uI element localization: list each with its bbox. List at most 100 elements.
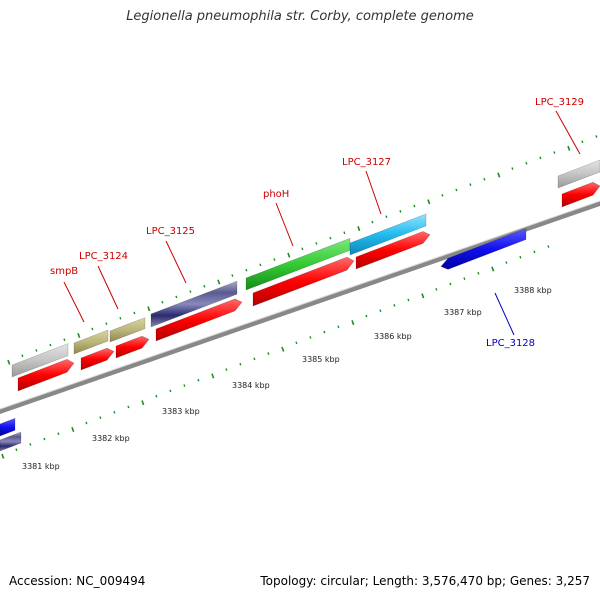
lower-tick xyxy=(71,426,75,433)
lower-tick xyxy=(365,314,368,318)
upper-tick xyxy=(427,199,431,205)
upper-tick xyxy=(231,274,234,277)
cds-forward xyxy=(561,181,600,208)
lower-tick xyxy=(15,448,18,452)
lower-tick xyxy=(449,282,452,286)
lower-tick xyxy=(113,410,116,414)
kbp-label: 3383 kbp xyxy=(162,407,200,416)
lower-tick xyxy=(505,261,508,264)
upper-tick xyxy=(371,220,374,224)
feature-olive-LPC3124 xyxy=(109,317,146,343)
upper-tick xyxy=(455,188,458,192)
upper-tick xyxy=(217,279,221,285)
lower-tick xyxy=(435,287,438,291)
upper-tick xyxy=(301,247,304,251)
lower-tick xyxy=(29,443,32,446)
accession-text: Accession: NC_009494 xyxy=(9,574,146,588)
kbp-label: 3386 kbp xyxy=(374,332,412,341)
feature-gray-left xyxy=(11,343,69,378)
upper-tick xyxy=(7,359,11,365)
upper-tick xyxy=(91,327,94,331)
upper-tick xyxy=(567,145,571,151)
lower-tick xyxy=(533,250,536,254)
cds-reverse-edge xyxy=(0,417,16,437)
backbone-line xyxy=(0,201,600,414)
lower-tick xyxy=(99,416,102,420)
gene-leader-line xyxy=(63,281,85,323)
lower-tick xyxy=(43,437,46,441)
cds-forward xyxy=(17,358,75,392)
genome-stats-text: Topology: circular; Length: 3,576,470 bp… xyxy=(260,574,590,588)
feature-olive-smpB xyxy=(73,329,109,355)
lower-tick xyxy=(225,368,228,371)
upper-tick xyxy=(147,306,151,312)
lower-tick xyxy=(1,453,5,459)
lower-tick xyxy=(519,255,522,259)
upper-tick xyxy=(553,151,556,154)
upper-tick xyxy=(203,284,206,288)
upper-tick xyxy=(315,242,318,245)
upper-tick xyxy=(441,193,444,197)
upper-tick xyxy=(133,311,136,315)
upper-tick xyxy=(175,295,178,299)
cds-forward xyxy=(355,231,431,270)
upper-tick xyxy=(77,332,81,339)
gene-leader-line xyxy=(555,110,581,155)
upper-tick xyxy=(189,290,192,293)
lower-tick xyxy=(547,245,550,248)
upper-tick xyxy=(357,226,361,232)
gene-leader-line xyxy=(494,292,515,336)
lower-tick xyxy=(141,400,145,406)
upper-tick xyxy=(581,140,584,144)
lower-tick xyxy=(211,373,215,379)
lower-tick xyxy=(281,346,285,352)
upper-tick xyxy=(469,183,472,186)
lower-tick xyxy=(351,320,355,326)
lower-tick xyxy=(407,298,410,302)
feature-striped-LPC3125 xyxy=(150,280,238,328)
lower-tick xyxy=(127,405,130,409)
lower-tick xyxy=(267,352,270,355)
gene-label: LPC_3128 xyxy=(486,338,535,349)
lower-tick xyxy=(491,266,495,272)
gene-label: LPC_3125 xyxy=(146,226,195,237)
lower-tick xyxy=(323,330,326,334)
gene-label: phoH xyxy=(263,189,289,200)
upper-tick xyxy=(511,167,514,170)
map-content: 3381 kbp 3382 kbp 3383 kbp 3384 kbp 3385 kbp… xyxy=(0,97,600,471)
feature-striped-edge xyxy=(0,431,22,452)
lower-tick xyxy=(85,421,88,425)
upper-tick xyxy=(595,135,598,138)
gene-label: LPC_3127 xyxy=(342,157,391,168)
upper-tick xyxy=(259,263,262,267)
feature-gray-right xyxy=(557,159,600,189)
upper-tick xyxy=(63,338,66,342)
kbp-label: 3388 kbp xyxy=(514,286,552,295)
upper-tick xyxy=(399,210,402,213)
upper-tick xyxy=(483,177,486,181)
lower-tick xyxy=(239,362,242,366)
feature-cyan-LPC3127 xyxy=(349,213,427,256)
upper-tick xyxy=(273,258,276,261)
lower-tick xyxy=(463,277,466,280)
upper-tick xyxy=(119,316,122,320)
lower-tick xyxy=(169,389,172,393)
cds-forward xyxy=(155,298,243,342)
kbp-label: 3384 kbp xyxy=(232,381,270,390)
cds-forward xyxy=(80,347,115,371)
map-title: Legionella pneumophila str. Corby, compl… xyxy=(126,9,474,24)
lower-tick xyxy=(379,309,382,313)
cds-forward xyxy=(115,335,150,359)
gene-leader-line xyxy=(275,202,294,247)
upper-tick xyxy=(329,236,332,240)
gene-label: LPC_3124 xyxy=(79,251,128,262)
upper-tick xyxy=(245,268,248,272)
kbp-label: 3382 kbp xyxy=(92,434,130,443)
cds-forward xyxy=(252,256,355,307)
upper-tick xyxy=(105,322,108,326)
gene-label: smpB xyxy=(50,266,78,277)
gene-leader-line xyxy=(97,265,119,310)
lower-tick xyxy=(421,293,425,299)
upper-tick xyxy=(525,161,528,165)
